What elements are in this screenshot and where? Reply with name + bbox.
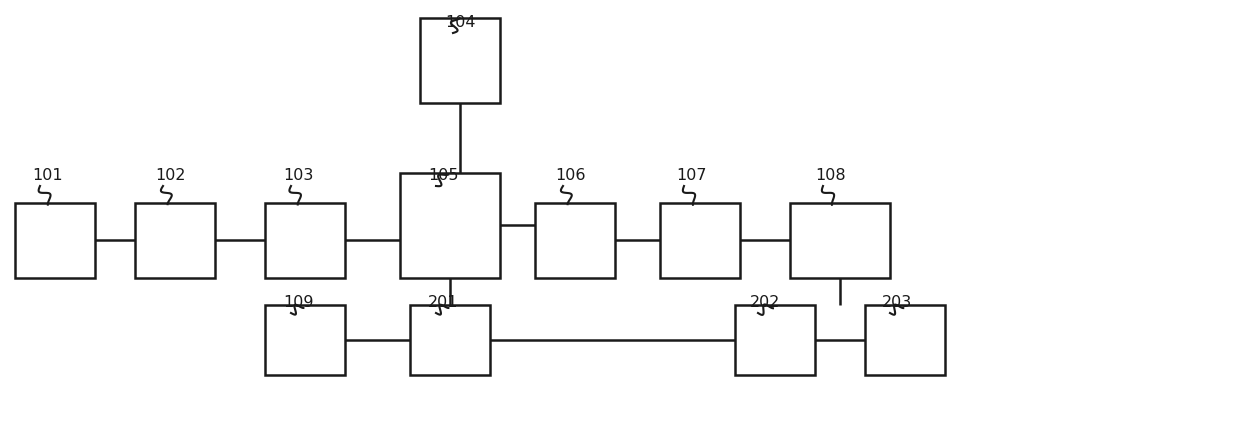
Text: 107: 107 — [676, 168, 706, 183]
Bar — [865, 305, 945, 375]
Bar — [265, 203, 344, 277]
Text: 202: 202 — [750, 295, 781, 310]
Text: 203: 203 — [882, 295, 912, 310]
Bar — [135, 203, 216, 277]
Text: 105: 105 — [427, 168, 458, 183]
Text: 106: 106 — [555, 168, 586, 183]
Bar — [15, 203, 95, 277]
Text: 101: 101 — [32, 168, 63, 183]
Bar — [660, 203, 740, 277]
Bar — [400, 172, 501, 277]
Text: 102: 102 — [155, 168, 186, 183]
Bar — [420, 18, 501, 102]
Bar — [535, 203, 615, 277]
Text: 201: 201 — [427, 295, 458, 310]
Bar — [265, 305, 344, 375]
Text: 103: 103 — [282, 168, 313, 183]
Bar — [790, 203, 890, 277]
Bar — [735, 305, 815, 375]
Bar — [410, 305, 489, 375]
Text: 104: 104 — [445, 15, 476, 30]
Text: 109: 109 — [282, 295, 313, 310]
Text: 108: 108 — [815, 168, 846, 183]
